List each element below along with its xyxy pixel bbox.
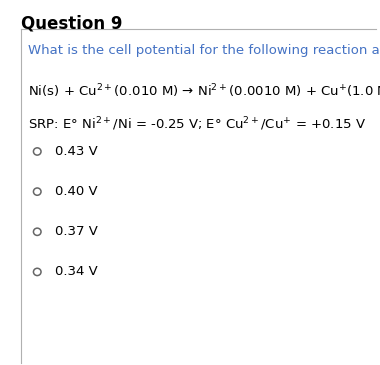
Text: 0.34 V: 0.34 V [55,265,98,278]
Text: Ni(s) + Cu$^{2+}$(0.010 M) → Ni$^{2+}$(0.0010 M) + Cu$^{+}$(1.0 M): Ni(s) + Cu$^{2+}$(0.010 M) → Ni$^{2+}$(0… [28,82,380,100]
Text: 0.37 V: 0.37 V [55,225,98,238]
Text: Question 9: Question 9 [21,15,122,32]
Text: What is the cell potential for the following reaction at 25 °C?: What is the cell potential for the follo… [28,44,380,57]
Text: 0.40 V: 0.40 V [55,185,98,198]
Text: 0.43 V: 0.43 V [55,145,98,158]
Text: SRP: E° Ni$^{2+}$/Ni = -0.25 V; E° Cu$^{2+}$/Cu$^{+}$ = +0.15 V: SRP: E° Ni$^{2+}$/Ni = -0.25 V; E° Cu$^{… [28,115,367,132]
